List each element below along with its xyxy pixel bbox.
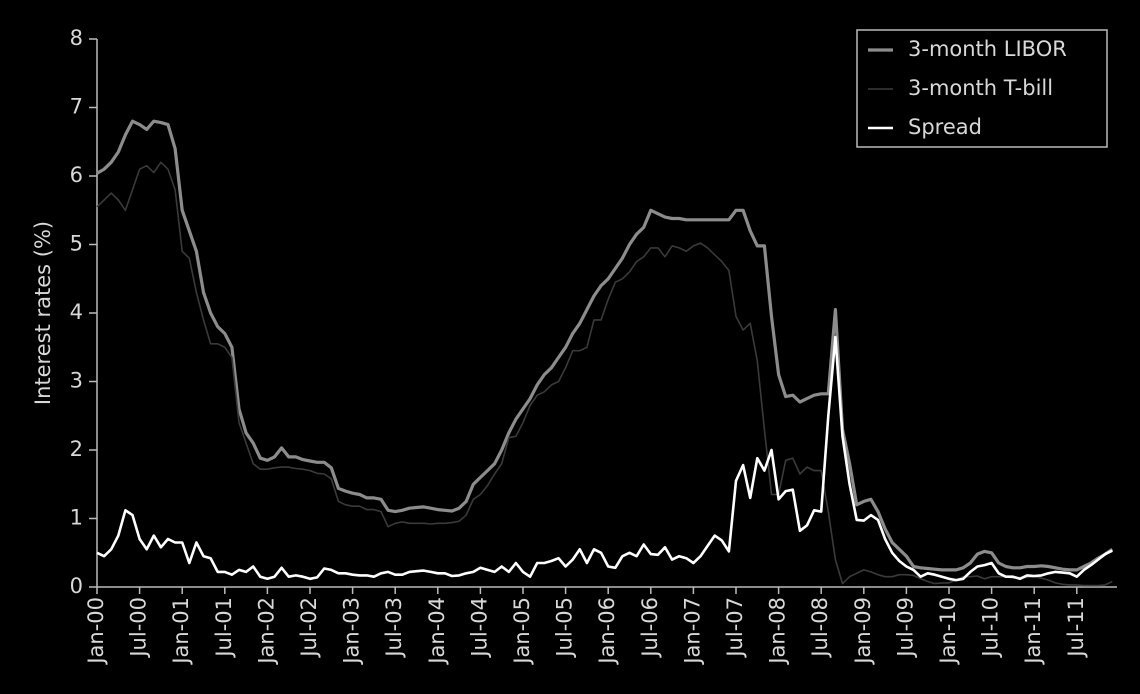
x-tick-label: Jul-11 [1064, 597, 1088, 659]
series-line [96, 119, 1114, 572]
x-tick-label: Jan-06 [595, 597, 619, 666]
y-tick-label: 8 [70, 26, 83, 50]
y-tick-label: 1 [70, 506, 83, 530]
x-tick-label: Jan-10 [936, 597, 960, 666]
y-axis-label: Interest rates (%) [31, 221, 55, 405]
x-tick-label: Jul-04 [467, 597, 491, 659]
x-tick-label: Jul-03 [382, 597, 406, 659]
x-tick-label: Jan-05 [510, 597, 534, 666]
x-tick-label: Jul-00 [127, 597, 151, 659]
y-tick-label: 6 [70, 163, 83, 187]
y-tick-label: 0 [70, 574, 83, 598]
x-tick-label: Jan-00 [84, 597, 108, 666]
x-tick-label: Jul-10 [979, 597, 1003, 659]
x-tick-label: Jul-02 [297, 597, 321, 659]
x-tick-label: Jul-09 [893, 597, 917, 659]
legend-label: Spread [908, 115, 982, 139]
x-tick-label: Jul-05 [553, 597, 577, 659]
x-tick-label: Jan-04 [425, 597, 449, 666]
legend-box [856, 29, 1108, 148]
y-tick-label: 7 [70, 95, 83, 119]
x-tick-label: Jan-07 [680, 597, 704, 666]
y-tick-label: 3 [70, 369, 83, 393]
y-tick-label: 4 [70, 300, 83, 324]
legend-label: 3-month T-bill [908, 76, 1053, 100]
x-tick-label: Jan-03 [340, 597, 364, 666]
x-tick-label: Jan-01 [169, 597, 193, 666]
x-tick-label: Jul-07 [723, 597, 747, 659]
x-tick-label: Jul-01 [212, 597, 236, 659]
x-tick-label: Jan-09 [851, 597, 875, 666]
x-tick-label: Jul-06 [638, 597, 662, 659]
series-line [96, 161, 1113, 587]
x-tick-label: Jul-08 [808, 597, 832, 659]
y-tick-label: 5 [70, 232, 83, 256]
legend-label: 3-month LIBOR [908, 37, 1067, 61]
x-tick-label: Jan-02 [254, 597, 278, 666]
series-line [96, 335, 1113, 582]
x-tick-label: Jan-11 [1021, 597, 1045, 666]
y-tick-label: 2 [70, 437, 83, 461]
x-tick-label: Jan-08 [766, 597, 790, 666]
